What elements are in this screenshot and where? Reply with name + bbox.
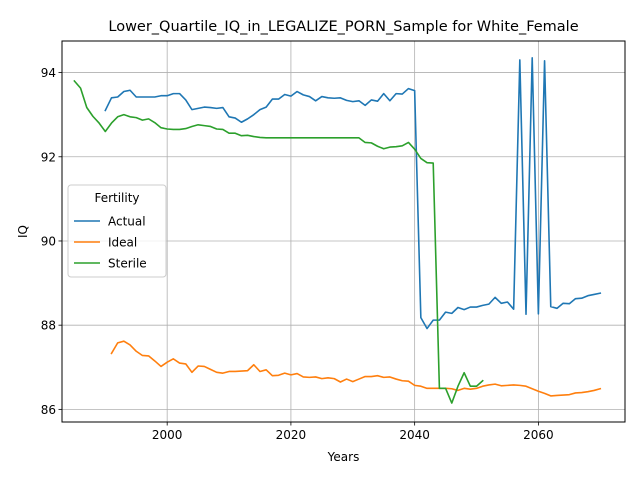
legend-title: Fertility xyxy=(94,191,139,205)
legend-entries: Actual Ideal Sterile xyxy=(74,215,147,271)
x-axis-label: Years xyxy=(327,450,360,464)
x-tick-label: 2040 xyxy=(399,428,430,442)
y-tick-label: 88 xyxy=(41,319,56,333)
legend-label-ideal: Ideal xyxy=(108,236,137,250)
legend-box xyxy=(67,184,167,278)
x-tick-label: 2020 xyxy=(276,428,307,442)
legend-label-actual: Actual xyxy=(108,215,146,229)
y-tick-label: 92 xyxy=(41,150,56,164)
x-tick-label: 2060 xyxy=(523,428,554,442)
series-line-ideal xyxy=(110,340,602,397)
y-tick-label: 90 xyxy=(41,234,56,248)
legend-label-sterile: Sterile xyxy=(108,257,147,271)
x-tick-label: 2000 xyxy=(152,428,183,442)
y-axis-label: IQ xyxy=(16,225,30,238)
plot-frame xyxy=(61,40,626,423)
legend: Fertility Actual Ideal Sterile xyxy=(67,184,167,278)
y-tick-label: 94 xyxy=(41,66,56,80)
y-tick-label: 86 xyxy=(41,403,56,417)
y-axis-ticks: 86 88 90 92 94 xyxy=(41,66,62,417)
x-axis-ticks: 2000 2020 2040 2060 xyxy=(152,422,554,442)
series-lines xyxy=(73,57,602,404)
series-line-actual xyxy=(104,57,602,330)
chart-title: Lower_Quartile_IQ_in_LEGALIZE_PORN_Sampl… xyxy=(108,19,578,35)
series-line-sterile xyxy=(73,79,484,404)
